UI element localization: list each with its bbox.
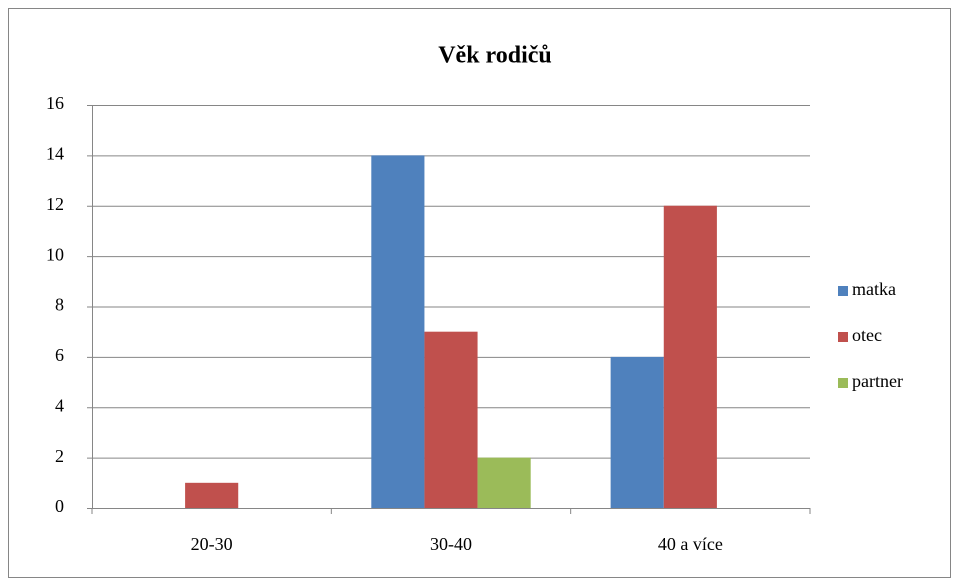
y-tick-label: 6 bbox=[55, 345, 64, 365]
bar bbox=[371, 155, 425, 508]
x-tick-label: 40 a více bbox=[658, 534, 723, 554]
bar bbox=[663, 205, 717, 508]
legend-label: otec bbox=[852, 325, 882, 345]
legend-label: matka bbox=[852, 279, 896, 299]
bar bbox=[477, 457, 531, 508]
y-tick-label: 2 bbox=[55, 446, 64, 466]
y-tick-label: 10 bbox=[46, 244, 64, 264]
y-tick-label: 8 bbox=[55, 295, 64, 315]
chart-title: Věk rodičů bbox=[438, 43, 552, 69]
y-tick-label: 0 bbox=[55, 496, 64, 516]
bar bbox=[610, 356, 664, 508]
y-tick-label: 12 bbox=[46, 194, 64, 214]
legend-swatch bbox=[838, 378, 848, 388]
x-tick-label: 30-40 bbox=[430, 534, 472, 554]
y-tick-label: 14 bbox=[46, 144, 64, 164]
bar bbox=[424, 331, 478, 508]
legend-swatch bbox=[838, 332, 848, 342]
legend-swatch bbox=[838, 286, 848, 296]
bar bbox=[185, 482, 239, 508]
y-tick-label: 4 bbox=[55, 395, 64, 415]
legend-label: partner bbox=[852, 371, 903, 391]
x-tick-label: 20-30 bbox=[191, 534, 233, 554]
y-tick-label: 16 bbox=[46, 93, 64, 113]
